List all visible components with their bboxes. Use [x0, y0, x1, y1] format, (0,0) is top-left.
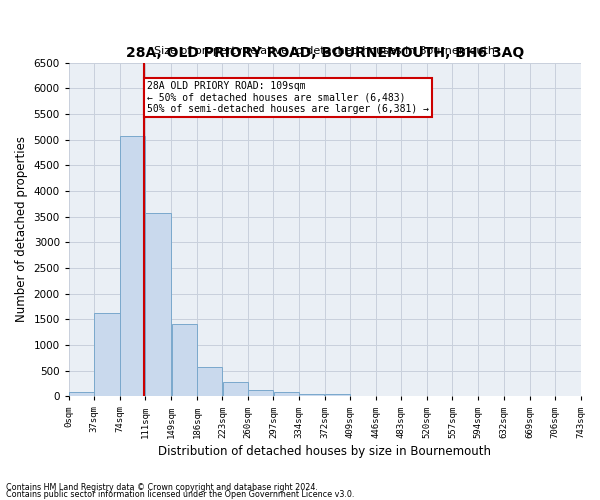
- Y-axis label: Number of detached properties: Number of detached properties: [15, 136, 28, 322]
- Text: Contains HM Land Registry data © Crown copyright and database right 2024.: Contains HM Land Registry data © Crown c…: [6, 484, 318, 492]
- Bar: [145, 213, 170, 396]
- Text: Size of property relative to detached houses in Bournemouth: Size of property relative to detached ho…: [154, 46, 495, 56]
- Bar: [248, 390, 273, 396]
- Text: 28A OLD PRIORY ROAD: 109sqm
← 50% of detached houses are smaller (6,483)
50% of : 28A OLD PRIORY ROAD: 109sqm ← 50% of det…: [146, 80, 428, 114]
- Bar: [94, 313, 119, 396]
- Title: 28A, OLD PRIORY ROAD, BOURNEMOUTH, BH6 3AQ: 28A, OLD PRIORY ROAD, BOURNEMOUTH, BH6 3…: [125, 46, 524, 60]
- Bar: [172, 324, 197, 396]
- Bar: [120, 136, 145, 396]
- Bar: [274, 392, 299, 396]
- Bar: [325, 394, 350, 396]
- Text: Contains public sector information licensed under the Open Government Licence v3: Contains public sector information licen…: [6, 490, 355, 499]
- Bar: [197, 367, 222, 396]
- X-axis label: Distribution of detached houses by size in Bournemouth: Distribution of detached houses by size …: [158, 444, 491, 458]
- Bar: [299, 394, 324, 396]
- Bar: [69, 392, 94, 396]
- Bar: [223, 382, 248, 396]
